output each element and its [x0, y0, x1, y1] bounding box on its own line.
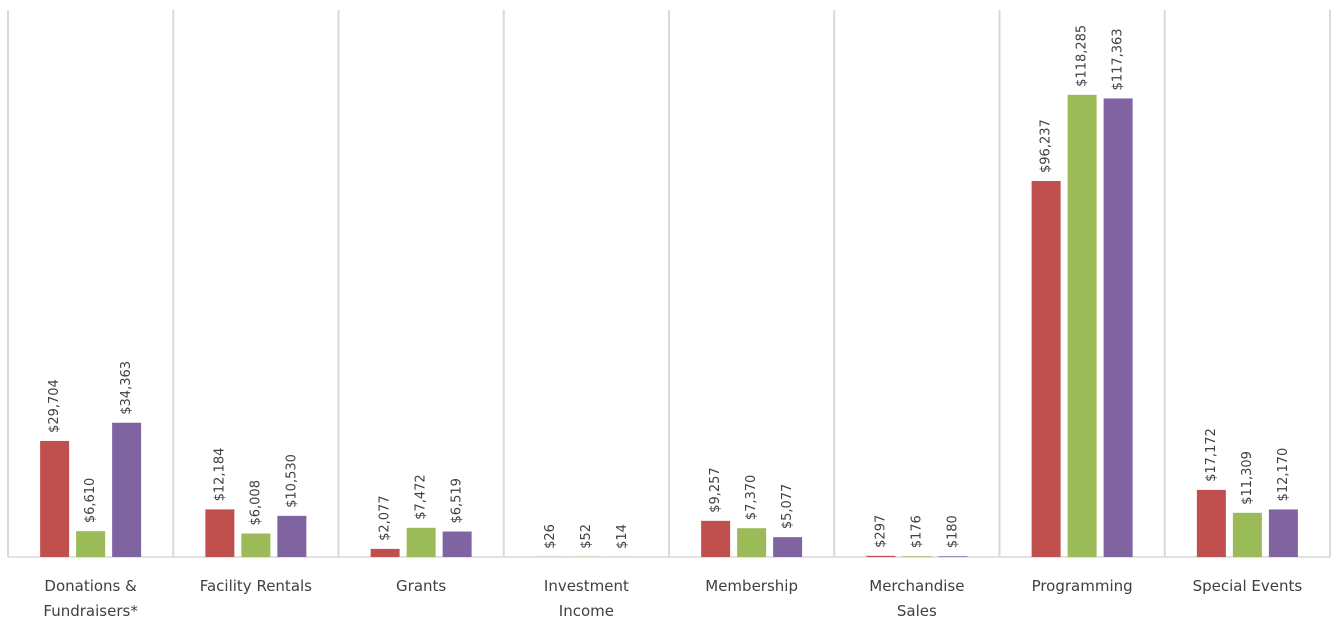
value-label: $17,172	[1204, 428, 1219, 482]
value-label: $14	[615, 524, 630, 549]
value-label: $34,363	[119, 361, 134, 415]
value-label: $176	[909, 515, 924, 548]
bar	[1232, 512, 1262, 557]
bar	[76, 531, 106, 557]
x-tick-label: Merchandise	[869, 577, 964, 595]
value-label: $29,704	[47, 379, 62, 433]
value-label: $96,237	[1039, 119, 1054, 173]
bar	[866, 555, 896, 557]
value-label: $2,077	[378, 495, 393, 541]
bar	[1031, 180, 1061, 558]
x-tick-label: Membership	[705, 577, 798, 595]
value-label: $297	[873, 515, 888, 548]
value-label: $9,257	[708, 467, 723, 513]
value-label: $6,008	[248, 480, 263, 526]
x-tick-label: Special Events	[1193, 577, 1303, 595]
bar	[737, 528, 767, 557]
bar	[112, 422, 142, 557]
x-tick-label: Donations &	[44, 577, 137, 595]
value-label: $11,309	[1240, 451, 1255, 505]
bar	[277, 515, 307, 557]
value-label: $12,184	[212, 448, 227, 502]
bar	[40, 440, 70, 557]
bar	[442, 531, 472, 557]
bar	[406, 527, 436, 557]
value-label: $6,519	[450, 478, 465, 524]
bar	[773, 537, 803, 557]
x-tick-label: Grants	[396, 577, 446, 595]
value-label: $12,170	[1276, 448, 1291, 502]
value-label: $52	[579, 524, 594, 549]
value-label: $7,472	[414, 474, 429, 520]
x-tick-label: Facility Rentals	[200, 577, 312, 595]
value-label: $117,363	[1111, 28, 1126, 90]
x-tick-label: Fundraisers*	[43, 602, 138, 620]
value-label: $7,370	[744, 475, 759, 521]
value-label: $5,077	[780, 484, 795, 530]
bar	[701, 520, 731, 557]
value-label: $6,610	[83, 478, 98, 524]
bar	[1268, 509, 1298, 557]
bar	[205, 509, 235, 557]
value-label: $10,530	[284, 454, 299, 508]
value-label: $118,285	[1075, 25, 1090, 87]
x-tick-label: Programming	[1032, 577, 1133, 595]
bar	[938, 556, 968, 557]
x-tick-label: Income	[559, 602, 614, 620]
bar	[370, 548, 400, 557]
value-label: $26	[543, 524, 558, 549]
x-tick-label: Investment	[544, 577, 629, 595]
bar	[1196, 489, 1226, 557]
value-label: $180	[945, 515, 960, 548]
bar	[902, 556, 932, 557]
x-tick-label: Sales	[897, 602, 937, 620]
bar	[1067, 94, 1097, 558]
bar	[1103, 98, 1133, 558]
bar	[241, 533, 271, 557]
